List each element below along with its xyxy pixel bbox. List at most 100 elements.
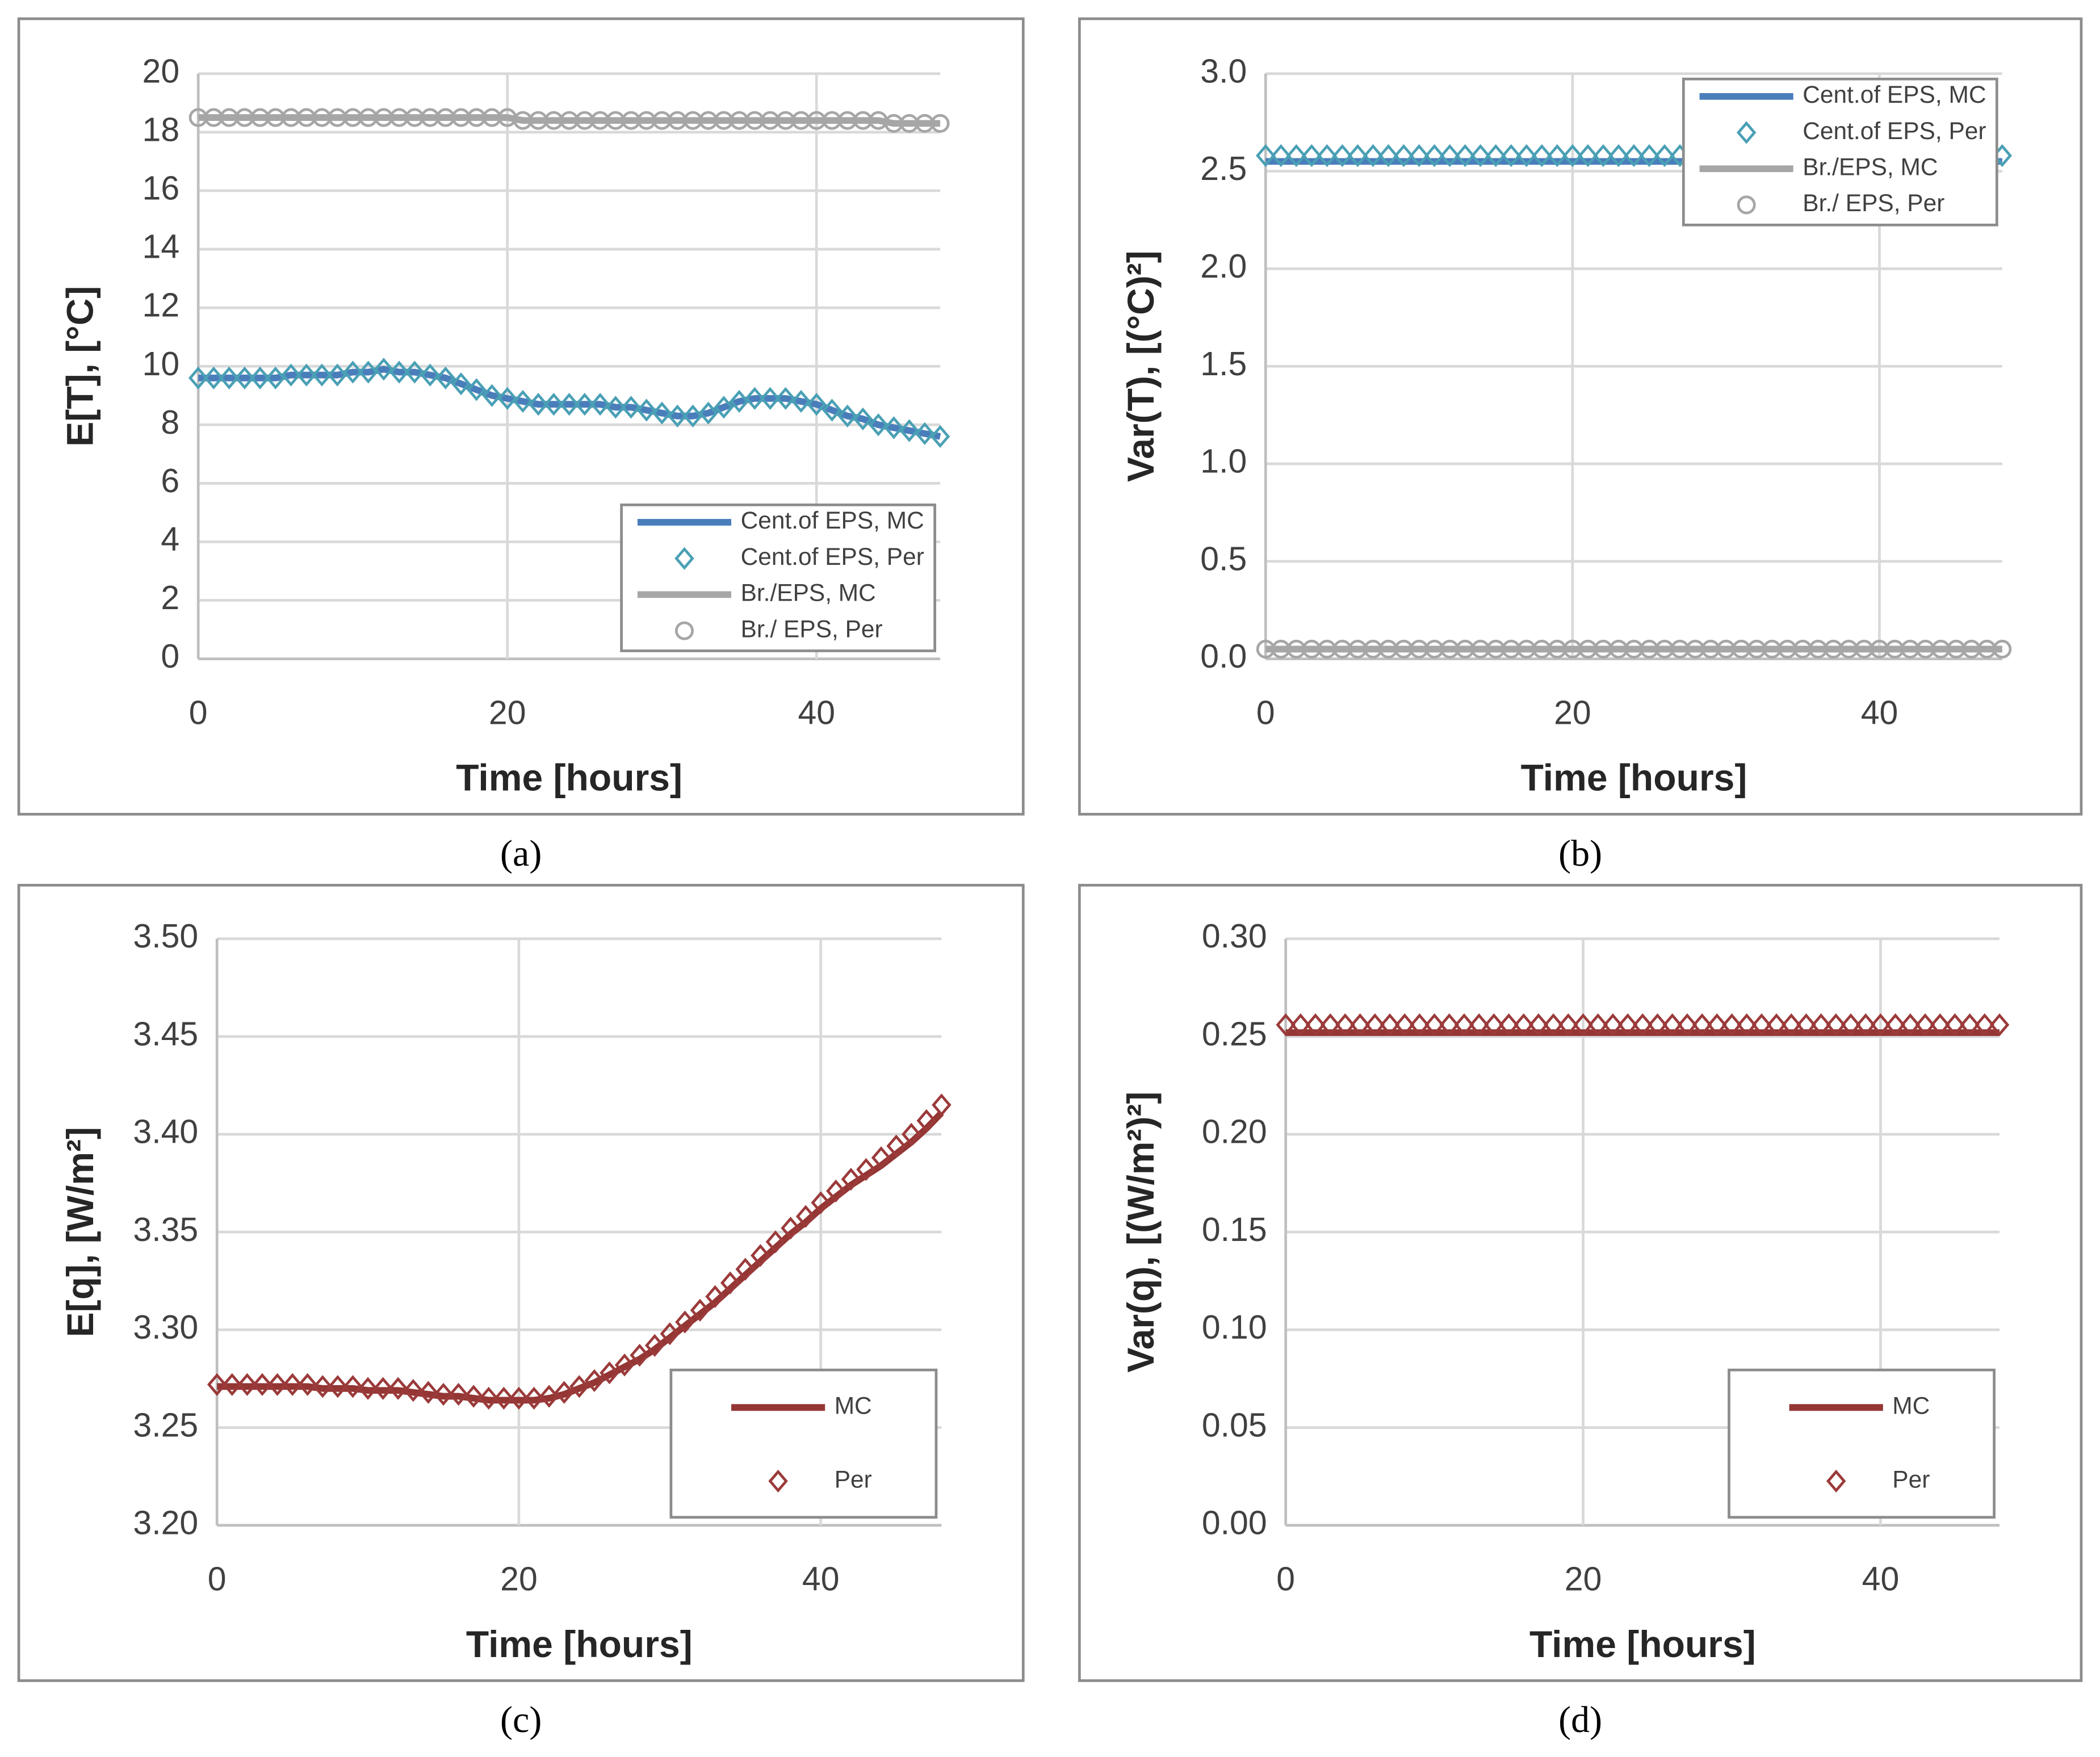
marker [1654, 144, 1675, 167]
marker [652, 401, 672, 425]
marker [781, 1217, 800, 1240]
marker [760, 387, 780, 410]
marker [1363, 144, 1383, 167]
y-tick-label: 0.05 [1202, 1407, 1267, 1444]
x-tick-label: 20 [500, 1561, 538, 1598]
marker [313, 1375, 333, 1398]
legend-label: Cent.of EPS, MC [1803, 81, 1986, 108]
marker [1578, 144, 1598, 167]
y-tick-label: 0.10 [1202, 1309, 1267, 1346]
marker [1782, 1013, 1801, 1037]
marker [1332, 144, 1352, 167]
marker [1302, 144, 1322, 167]
legend-box [669, 1368, 938, 1519]
marker [539, 1385, 559, 1408]
legend-swatch [768, 1469, 788, 1493]
x-tick-label: 0 [1256, 694, 1275, 731]
y-tick-label: 3.25 [133, 1407, 198, 1444]
marker [1348, 144, 1368, 167]
marker [1410, 1013, 1430, 1037]
marker [451, 372, 471, 396]
x-tick-label: 40 [1862, 1561, 1900, 1598]
marker [1528, 1013, 1549, 1037]
marker [932, 1093, 952, 1117]
panel-label: (b) [1558, 833, 1602, 874]
legend-label: Br./EPS, MC [1803, 153, 1938, 180]
marker [234, 366, 255, 389]
marker [222, 1373, 242, 1397]
x-tick-label: 40 [802, 1561, 840, 1598]
marker [1455, 144, 1475, 167]
y-tick-label: 6 [161, 463, 179, 500]
marker [806, 393, 827, 416]
marker [463, 1385, 484, 1408]
marker [479, 1386, 499, 1410]
marker [219, 366, 239, 389]
marker [207, 1373, 227, 1397]
marker [837, 404, 857, 427]
panel: 0 2 4 6 8 10 12 14 16 18 20 0 20 40 Time [hours] E[T], … [17, 17, 1025, 874]
y-tick-label: 2.5 [1200, 150, 1247, 187]
legend-label: Cent.of EPS, MC [741, 507, 924, 534]
marker [1271, 144, 1291, 167]
marker [1856, 1013, 1876, 1037]
y-tick-label: 3.50 [133, 918, 198, 955]
marker [871, 1146, 891, 1169]
panel: 0.00 0.05 0.10 0.15 0.20 0.25 0.30 0 20 40 Time [h… [1078, 883, 2083, 1741]
marker [826, 1179, 846, 1203]
x-tick-label: 20 [1554, 694, 1591, 731]
y-axis-title: E[T], [°C] [59, 286, 101, 447]
marker [1751, 1013, 1772, 1037]
marker [250, 366, 270, 389]
marker [884, 416, 904, 439]
y-tick-label: 12 [142, 287, 180, 324]
marker [1766, 1013, 1787, 1037]
marker [1256, 144, 1276, 167]
y-tick-label: 0 [161, 638, 179, 675]
x-tick-label: 0 [208, 1561, 227, 1598]
marker [1841, 1013, 1861, 1037]
marker [433, 1382, 454, 1406]
marker [1365, 1013, 1385, 1037]
marker [569, 1375, 589, 1398]
marker [281, 363, 301, 387]
marker [899, 419, 919, 442]
y-tick-label: 0.5 [1200, 540, 1247, 577]
marker [1885, 1013, 1905, 1037]
marker [1486, 144, 1506, 167]
marker [1796, 1013, 1816, 1037]
marker [1573, 1013, 1593, 1037]
marker [544, 393, 564, 416]
marker [524, 1386, 544, 1410]
x-tick-label: 20 [489, 694, 526, 731]
legend-label: MC [835, 1393, 872, 1419]
marker [698, 401, 718, 425]
y-tick-label: 10 [142, 346, 180, 383]
marker [705, 1285, 725, 1309]
legend-label: Br./EPS, MC [741, 580, 876, 606]
marker [1593, 144, 1613, 167]
marker [327, 363, 347, 387]
marker [297, 1373, 317, 1397]
marker [266, 366, 286, 389]
y-tick-label: 3.20 [133, 1504, 198, 1541]
marker [403, 1379, 424, 1402]
x-tick-label: 0 [189, 694, 208, 731]
marker [614, 1353, 635, 1377]
marker [466, 378, 487, 401]
x-tick-label: 20 [1565, 1561, 1602, 1598]
y-tick-label: 1.0 [1200, 443, 1247, 480]
y-tick-label: 0.30 [1202, 918, 1267, 955]
marker [1501, 144, 1521, 167]
marker [405, 360, 425, 384]
marker [1317, 144, 1337, 167]
marker [811, 1191, 831, 1214]
marker [660, 1322, 680, 1345]
marker [343, 360, 363, 384]
legend-swatch [1826, 1469, 1846, 1493]
marker [1454, 1013, 1474, 1037]
marker [765, 1230, 786, 1253]
y-tick-label: 3.45 [133, 1016, 198, 1052]
marker [575, 393, 595, 416]
marker [374, 358, 394, 381]
